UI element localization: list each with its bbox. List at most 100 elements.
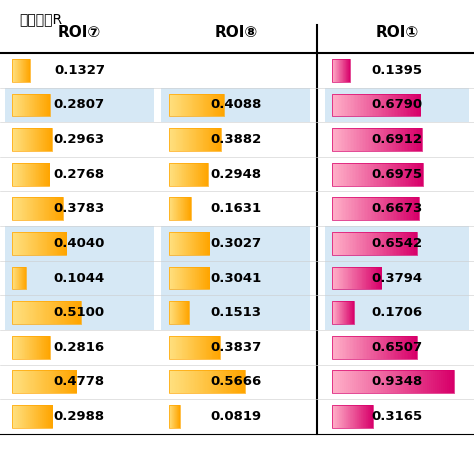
Bar bbox=[389, 94, 391, 116]
Bar bbox=[12, 59, 13, 82]
Bar bbox=[69, 370, 70, 393]
Bar bbox=[199, 266, 200, 289]
Bar bbox=[189, 94, 190, 116]
Bar bbox=[188, 336, 190, 358]
Text: 0.4778: 0.4778 bbox=[54, 375, 105, 388]
Bar bbox=[34, 301, 35, 324]
Bar bbox=[341, 266, 342, 289]
Text: 0.1327: 0.1327 bbox=[54, 64, 105, 77]
Bar bbox=[65, 232, 67, 255]
Bar bbox=[362, 370, 365, 393]
Bar bbox=[24, 94, 25, 116]
Bar bbox=[186, 163, 187, 185]
Bar bbox=[185, 128, 186, 151]
Bar bbox=[73, 301, 74, 324]
Bar bbox=[69, 301, 71, 324]
Bar bbox=[351, 405, 352, 428]
Bar bbox=[348, 128, 350, 151]
Bar bbox=[175, 94, 176, 116]
Bar bbox=[183, 266, 184, 289]
Bar bbox=[29, 232, 30, 255]
Bar bbox=[201, 336, 202, 358]
Bar bbox=[359, 336, 360, 358]
Bar bbox=[360, 128, 362, 151]
Bar bbox=[21, 94, 22, 116]
Bar bbox=[356, 405, 357, 428]
Bar bbox=[36, 197, 37, 220]
Bar bbox=[190, 163, 191, 185]
Bar bbox=[362, 266, 363, 289]
Text: ROI⑦: ROI⑦ bbox=[58, 25, 101, 40]
Bar bbox=[412, 336, 414, 358]
Bar bbox=[349, 266, 350, 289]
Bar bbox=[335, 301, 336, 324]
Bar bbox=[372, 405, 373, 428]
Bar bbox=[14, 336, 15, 358]
Bar bbox=[176, 301, 177, 324]
Bar bbox=[180, 94, 181, 116]
Bar bbox=[23, 163, 24, 185]
Bar bbox=[59, 232, 60, 255]
Bar bbox=[72, 370, 73, 393]
Bar bbox=[35, 94, 36, 116]
Bar bbox=[386, 94, 388, 116]
Text: 0.3837: 0.3837 bbox=[210, 341, 262, 354]
Bar bbox=[340, 370, 342, 393]
Bar bbox=[378, 128, 380, 151]
Bar bbox=[169, 163, 170, 185]
Bar bbox=[407, 336, 409, 358]
Bar bbox=[333, 59, 334, 82]
Bar bbox=[174, 336, 175, 358]
Bar bbox=[29, 59, 30, 82]
Bar bbox=[211, 94, 212, 116]
Bar bbox=[333, 301, 334, 324]
Bar bbox=[335, 128, 337, 151]
Bar bbox=[240, 370, 241, 393]
Bar bbox=[49, 301, 50, 324]
Bar bbox=[374, 197, 375, 220]
Bar bbox=[174, 128, 175, 151]
Bar bbox=[182, 163, 183, 185]
Bar bbox=[340, 266, 341, 289]
Bar bbox=[30, 405, 31, 428]
Bar bbox=[338, 128, 340, 151]
Bar bbox=[25, 197, 26, 220]
Bar bbox=[205, 266, 206, 289]
Bar bbox=[346, 405, 347, 428]
Bar bbox=[332, 336, 334, 358]
Bar bbox=[18, 370, 19, 393]
Bar bbox=[415, 163, 417, 185]
Bar bbox=[354, 370, 356, 393]
Bar bbox=[16, 405, 17, 428]
Bar bbox=[49, 197, 51, 220]
Bar bbox=[202, 336, 203, 358]
Bar bbox=[347, 59, 348, 82]
Bar bbox=[371, 128, 373, 151]
Bar bbox=[355, 163, 356, 185]
Bar bbox=[196, 266, 197, 289]
Bar bbox=[210, 128, 211, 151]
Bar bbox=[334, 370, 336, 393]
Bar bbox=[41, 370, 42, 393]
Bar bbox=[36, 163, 37, 185]
Bar bbox=[182, 301, 183, 324]
Bar bbox=[12, 232, 66, 255]
Bar bbox=[344, 266, 345, 289]
Bar bbox=[392, 128, 393, 151]
Bar bbox=[171, 266, 172, 289]
Bar bbox=[180, 266, 181, 289]
Bar bbox=[365, 405, 366, 428]
Bar bbox=[5, 88, 154, 122]
Bar bbox=[400, 94, 401, 116]
Bar bbox=[188, 301, 189, 324]
Bar bbox=[19, 301, 20, 324]
Bar bbox=[173, 301, 174, 324]
Bar bbox=[13, 94, 14, 116]
Bar bbox=[345, 94, 347, 116]
Bar bbox=[44, 94, 45, 116]
Text: ROI①: ROI① bbox=[375, 25, 419, 40]
Bar bbox=[187, 266, 188, 289]
Bar bbox=[208, 94, 209, 116]
Bar bbox=[177, 301, 178, 324]
Bar bbox=[238, 370, 240, 393]
